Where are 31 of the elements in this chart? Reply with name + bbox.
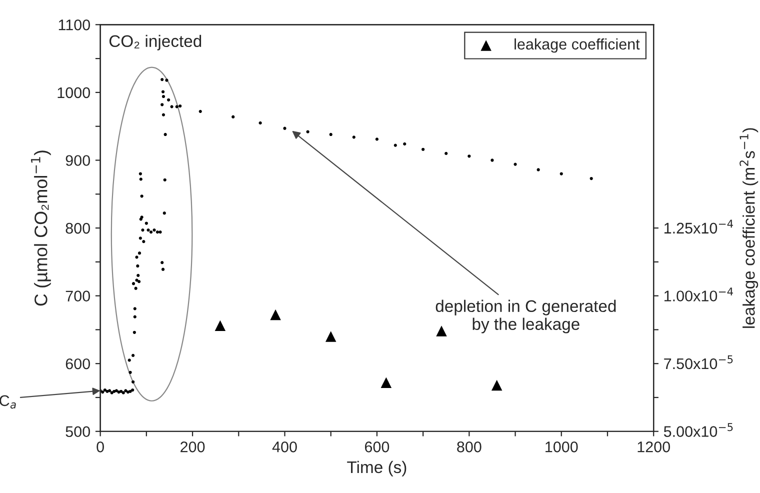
y-tick-label: 800 xyxy=(66,222,90,234)
y2-tick-label: 1.25x10$^{−4}$ xyxy=(664,220,733,234)
y-tick-label: 900 xyxy=(66,155,90,166)
y-tick-label: 1000 xyxy=(58,87,90,98)
point xyxy=(214,320,226,332)
x-tick-label: 600 xyxy=(364,442,390,452)
point xyxy=(270,309,281,320)
y-tick-label: 600 xyxy=(66,358,90,370)
y2-tick-label: 1.00x10$^{−4}$ xyxy=(664,288,733,302)
y-axis-title: C (µmol CO₂mol$^{−1}$) xyxy=(31,150,51,306)
x-tick-label: 0 xyxy=(96,442,104,452)
y-tick-label: 700 xyxy=(66,290,90,302)
y2-tick-label: 7.50x10$^{−5}$ xyxy=(664,355,733,370)
point xyxy=(380,377,392,388)
annotation: depletion in C generated by the leakage xyxy=(436,300,616,334)
x-tick-label: 1000 xyxy=(546,442,578,452)
point xyxy=(325,331,336,342)
legend-label: leakage coefficient xyxy=(514,38,640,53)
x-axis-title: Time (s) xyxy=(347,460,406,476)
y2-tick-label: 5.00x10$^{−5}$ xyxy=(664,423,733,437)
x-tick-label: 200 xyxy=(180,442,205,452)
point xyxy=(491,380,502,391)
y-tick-label: 500 xyxy=(66,426,90,438)
y-tick-label: 1100 xyxy=(58,20,90,30)
y2-axis-title: leakage coefficient (m$^{2}$s$^{−1}$) xyxy=(740,128,758,328)
point xyxy=(436,326,447,336)
x-tick-label: 400 xyxy=(272,442,297,452)
x-tick-label: 800 xyxy=(457,442,482,452)
x-tick-label: 1200 xyxy=(638,442,670,452)
annotation: CO₂ injected xyxy=(109,34,202,50)
annotation: C$_{a}$ xyxy=(0,395,16,409)
